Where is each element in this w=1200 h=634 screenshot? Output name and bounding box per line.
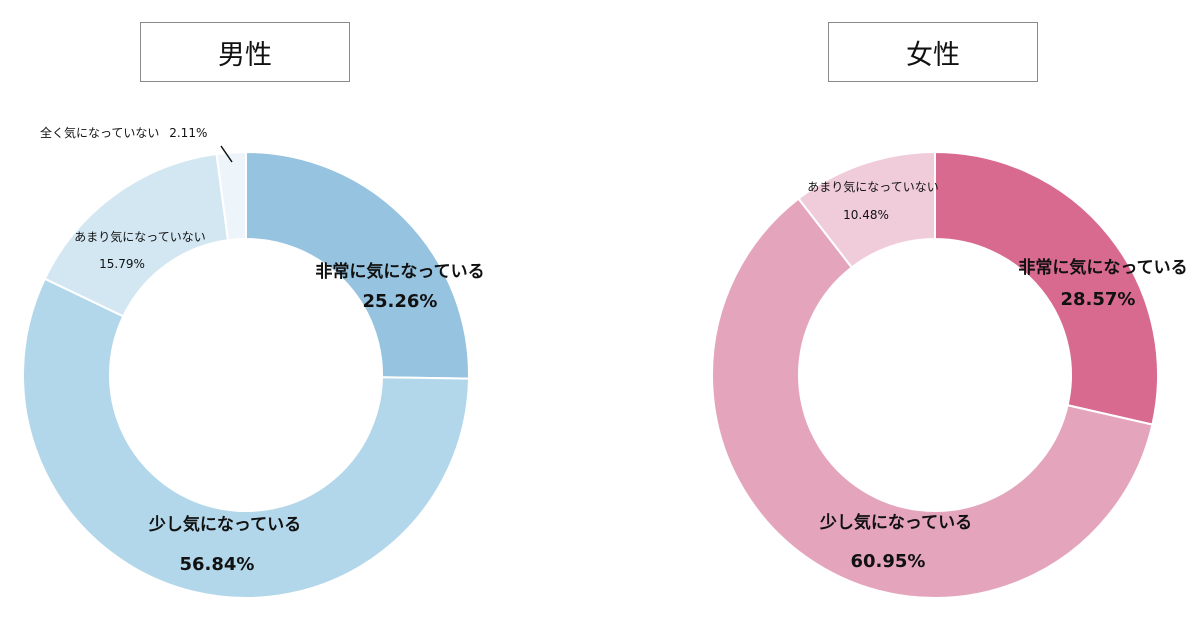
female-chart-title: 女性: [828, 22, 1038, 82]
male-chart-title: 男性: [140, 22, 350, 82]
male-slice-1: [22, 277, 470, 599]
female-value-somewhat: 60.95%: [851, 551, 926, 572]
female-slice-0: [934, 150, 1159, 426]
female-label-notmuch: あまり気になっていない: [807, 179, 938, 194]
male-value-very: 25.26%: [363, 291, 438, 312]
female-value-very: 28.57%: [1061, 289, 1136, 310]
female-value-notmuch: 10.48%: [843, 208, 889, 222]
male-leader-line: [220, 145, 233, 163]
male-label-notatall-text: 全く気になっていない: [40, 125, 159, 140]
male-donut: [22, 150, 470, 599]
male-label-notmuch: あまり気になっていない: [74, 229, 205, 244]
female-slice-2: [797, 150, 936, 269]
female-donut: [711, 150, 1159, 599]
female-label-somewhat: 少し気になっている: [819, 512, 972, 533]
male-value-notatall: 2.11%: [169, 126, 207, 140]
male-label-notatall: 全く気になっていない 2.11%: [40, 125, 207, 140]
male-value-somewhat: 56.84%: [180, 554, 255, 575]
male-label-somewhat: 少し気になっている: [148, 514, 301, 535]
male-value-notmuch: 15.79%: [99, 257, 145, 271]
male-label-very: 非常に気になっている: [315, 261, 484, 282]
male-slice-0: [245, 150, 470, 380]
female-slice-1: [711, 197, 1154, 599]
female-label-very: 非常に気になっている: [1018, 257, 1187, 278]
